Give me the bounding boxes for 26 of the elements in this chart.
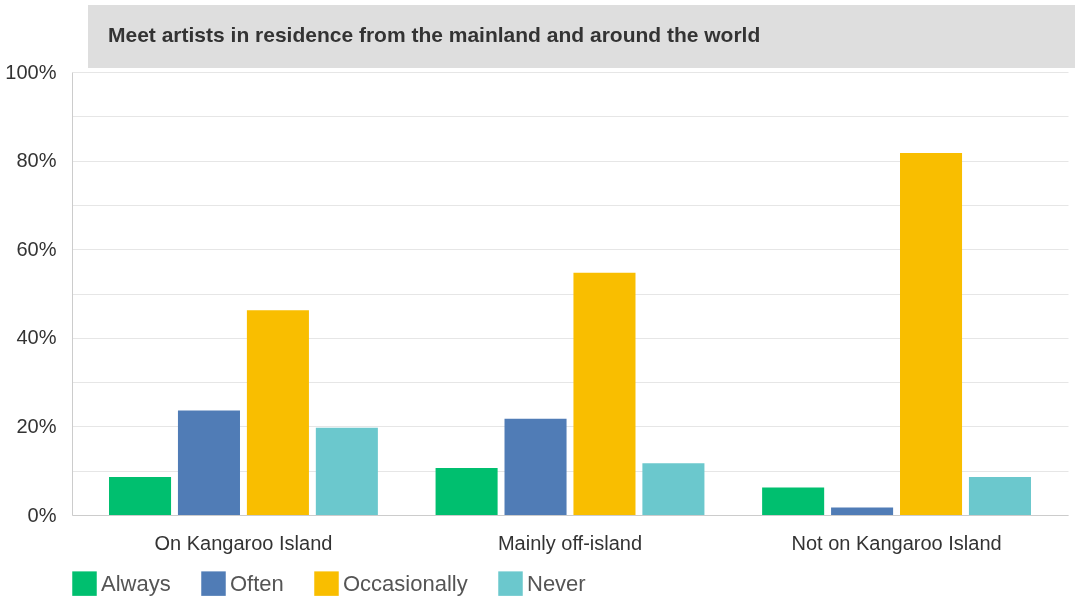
bar xyxy=(831,507,894,515)
bar xyxy=(177,410,240,515)
bar xyxy=(435,468,498,515)
bar xyxy=(109,476,172,515)
y-tick-label: 0% xyxy=(27,503,57,526)
x-tick-label: Mainly off-island xyxy=(497,531,643,554)
bar xyxy=(504,418,567,515)
chart-title: Meet artists in residence from the mainland and around the world xyxy=(88,5,1075,68)
bar xyxy=(968,476,1031,515)
y-tick-label: 40% xyxy=(16,326,57,349)
bar xyxy=(762,487,825,515)
bar xyxy=(573,272,636,515)
y-tick-label: 80% xyxy=(16,149,57,172)
y-tick-label: 60% xyxy=(16,237,57,260)
legend-label: Never xyxy=(527,570,586,596)
bar xyxy=(246,310,309,515)
bar xyxy=(900,153,963,515)
legend-label: Always xyxy=(101,570,171,596)
y-tick-label: 20% xyxy=(16,414,57,437)
bar xyxy=(315,427,378,515)
legend-label: Occasionally xyxy=(343,570,468,596)
legend-label: Often xyxy=(230,570,284,596)
bar xyxy=(642,463,705,515)
x-tick-label: On Kangaroo Island xyxy=(154,531,333,554)
y-tick-label: 100% xyxy=(5,60,57,83)
x-tick-label: Not on Kangaroo Island xyxy=(791,531,1002,554)
